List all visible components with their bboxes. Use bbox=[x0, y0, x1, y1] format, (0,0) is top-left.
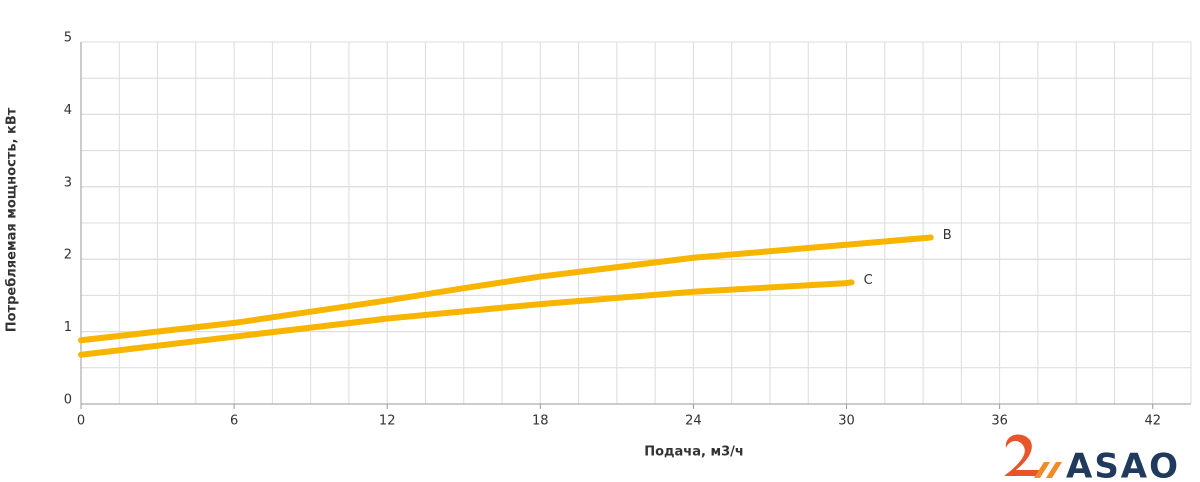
logo-text: ASAO bbox=[1066, 447, 1180, 482]
logo: ASAO bbox=[1004, 434, 1180, 482]
x-tick-label: 36 bbox=[991, 414, 1008, 429]
x-axis-label: Подача, м3/ч bbox=[644, 445, 744, 460]
x-tick-label: 42 bbox=[1144, 414, 1161, 429]
series-line bbox=[78, 279, 855, 358]
y-tick-label: 1 bbox=[64, 320, 72, 335]
series-line bbox=[78, 234, 934, 344]
y-tick-label: 4 bbox=[64, 103, 72, 118]
y-tick-label: 3 bbox=[64, 175, 72, 190]
x-tick-label: 24 bbox=[685, 414, 702, 429]
y-tick-label: 2 bbox=[64, 248, 72, 263]
x-tick-label: 6 bbox=[230, 414, 238, 429]
x-tick-label: 30 bbox=[838, 414, 855, 429]
series-label: C bbox=[864, 273, 873, 288]
x-tick-label: 12 bbox=[379, 414, 396, 429]
y-tick-label: 5 bbox=[64, 31, 72, 46]
logo-swan bbox=[1004, 434, 1040, 476]
series-label: B bbox=[943, 228, 952, 243]
x-tick-label: 0 bbox=[77, 414, 85, 429]
y-axis-label: Потребляемая мощность, кВт bbox=[5, 107, 20, 332]
y-tick-label: 0 bbox=[64, 393, 72, 408]
logo-stripes bbox=[1034, 462, 1062, 478]
x-tick-label: 18 bbox=[532, 414, 549, 429]
